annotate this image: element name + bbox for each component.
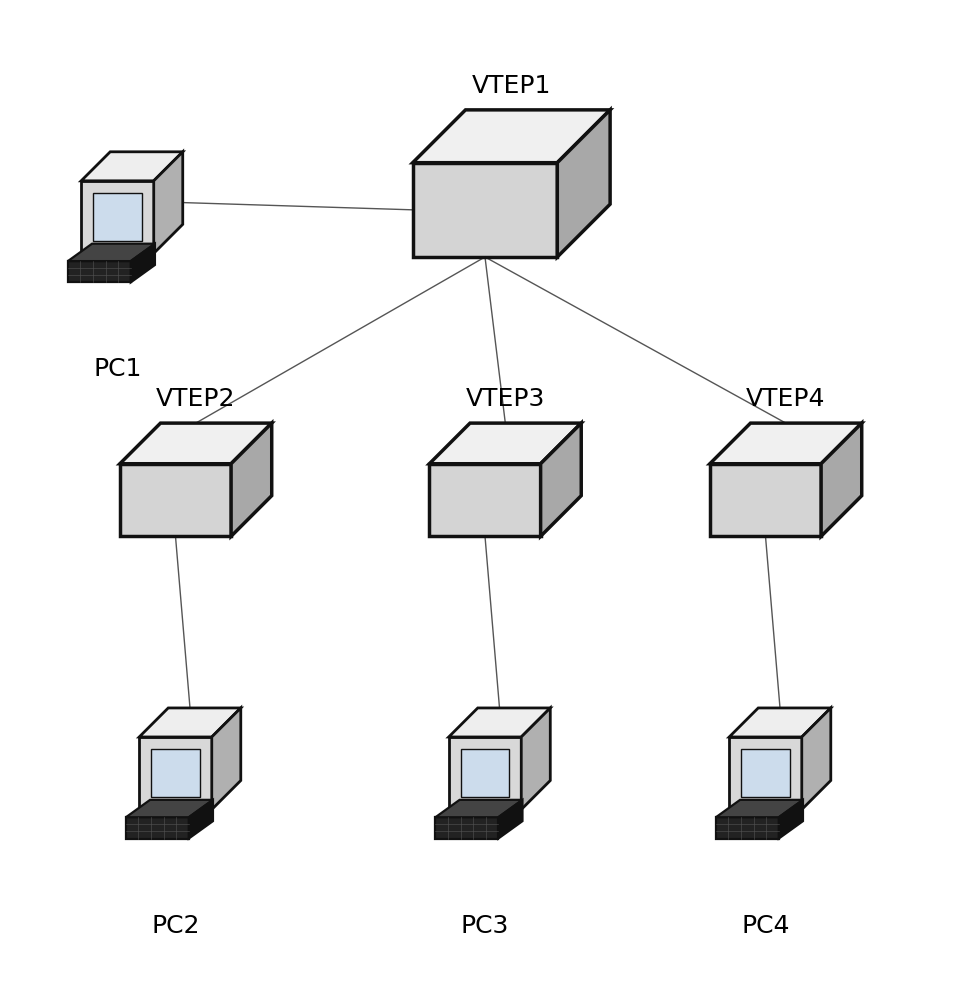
Polygon shape (740, 749, 789, 797)
Polygon shape (140, 708, 240, 737)
Polygon shape (126, 800, 213, 817)
Text: PC2: PC2 (151, 914, 200, 938)
Polygon shape (435, 800, 522, 817)
Text: PC3: PC3 (460, 914, 509, 938)
Text: VTEP3: VTEP3 (465, 387, 545, 411)
Polygon shape (778, 800, 802, 839)
Polygon shape (120, 423, 271, 464)
Polygon shape (189, 800, 213, 839)
Polygon shape (429, 464, 540, 536)
Text: PC4: PC4 (740, 914, 789, 938)
Polygon shape (821, 423, 860, 536)
Polygon shape (151, 749, 200, 797)
Polygon shape (715, 800, 802, 817)
Polygon shape (435, 817, 498, 839)
Polygon shape (153, 152, 182, 253)
Polygon shape (520, 708, 549, 810)
Polygon shape (120, 464, 231, 536)
Polygon shape (93, 193, 141, 241)
Polygon shape (412, 163, 557, 257)
Text: VTEP2: VTEP2 (156, 387, 235, 411)
Text: VTEP1: VTEP1 (471, 74, 550, 98)
Text: VTEP4: VTEP4 (745, 387, 825, 411)
Polygon shape (68, 261, 131, 282)
Polygon shape (140, 737, 211, 810)
Polygon shape (81, 181, 153, 253)
Polygon shape (449, 737, 520, 810)
Polygon shape (131, 244, 155, 282)
Polygon shape (709, 464, 821, 536)
Polygon shape (540, 423, 580, 536)
Polygon shape (81, 152, 182, 181)
Polygon shape (449, 708, 549, 737)
Polygon shape (68, 244, 155, 261)
Polygon shape (729, 708, 829, 737)
Polygon shape (460, 749, 509, 797)
Polygon shape (412, 110, 610, 163)
Text: PC1: PC1 (93, 357, 141, 381)
Polygon shape (211, 708, 240, 810)
Polygon shape (429, 423, 580, 464)
Polygon shape (715, 817, 778, 839)
Polygon shape (231, 423, 271, 536)
Polygon shape (709, 423, 860, 464)
Polygon shape (729, 737, 801, 810)
Polygon shape (498, 800, 522, 839)
Polygon shape (557, 110, 610, 257)
Polygon shape (801, 708, 829, 810)
Polygon shape (126, 817, 189, 839)
